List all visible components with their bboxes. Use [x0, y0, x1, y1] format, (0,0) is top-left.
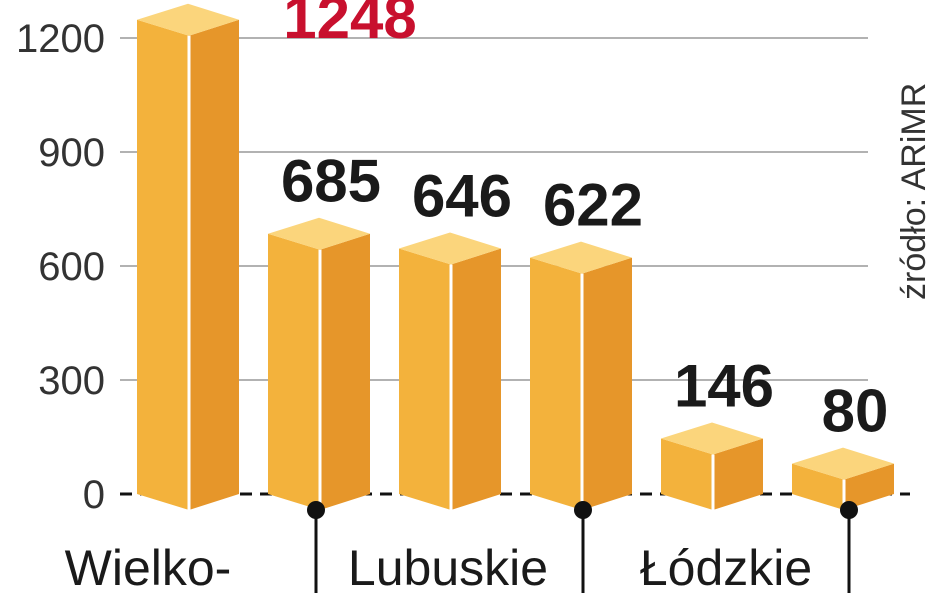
bar-face-top [399, 232, 501, 265]
bar-face-right [320, 233, 370, 510]
bar-layer [137, 3, 894, 510]
bar-face-top [137, 3, 239, 36]
bar-face-top [792, 447, 894, 480]
bar [268, 217, 370, 510]
y-tick-label: 600 [38, 245, 105, 289]
bar [792, 447, 894, 510]
bar [530, 241, 632, 510]
data-label: 622 [543, 172, 643, 239]
data-label: 685 [281, 148, 381, 215]
group-marker [840, 501, 858, 593]
y-tick-label: 900 [38, 131, 105, 175]
bar-face-top [661, 422, 763, 455]
data-label: 1248 [283, 0, 416, 51]
marker-dot [574, 501, 592, 519]
bar [137, 3, 239, 510]
data-label: 146 [674, 353, 774, 420]
y-tick-label: 0 [83, 473, 105, 517]
bar-face-left [268, 233, 320, 510]
y-tick-label: 300 [38, 359, 105, 403]
data-label: 646 [412, 163, 512, 230]
y-tick-label: 1200 [16, 17, 105, 61]
bar-face-left [530, 257, 582, 510]
bar-face-left [399, 248, 451, 510]
marker-dot [840, 501, 858, 519]
category-label: Lubuskie [348, 540, 548, 593]
group-marker [307, 501, 325, 593]
bar-face-right [451, 248, 501, 510]
marker-layer [307, 501, 858, 593]
bar-face-right [713, 438, 763, 510]
bar-face-top [268, 217, 370, 250]
bar-face-right [844, 463, 894, 510]
bar-face-left [792, 463, 844, 510]
category-label: Wielko- [65, 540, 232, 593]
bar [661, 422, 763, 510]
marker-dot [307, 501, 325, 519]
data-label: 80 [822, 378, 889, 445]
group-marker [574, 501, 592, 593]
bar-face-right [189, 19, 239, 510]
bar-face-top [530, 241, 632, 274]
bar-face-left [137, 19, 189, 510]
y-axis-ticks: 0 300 600 900 1200 [16, 17, 105, 517]
label-layer: 1248 685 646 622 146 80 Wielko- Lubuskie Łódzkie [65, 0, 889, 593]
category-label: Łódzkie [640, 540, 812, 593]
bar-face-left [661, 438, 713, 510]
bar [399, 232, 501, 510]
source-label: źródło: ARiMR [895, 83, 933, 300]
bar-face-right [582, 257, 632, 510]
